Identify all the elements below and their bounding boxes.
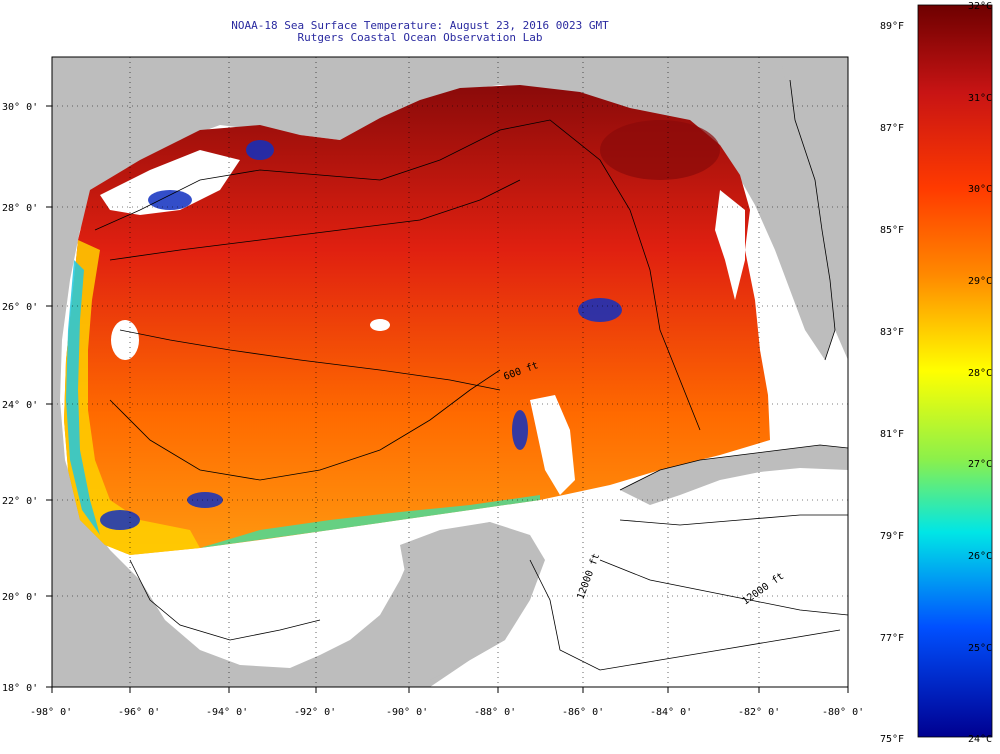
colorbar <box>917 4 993 738</box>
lon-label-80: -80° 0' <box>822 707 864 718</box>
cb-c-29: 29°C <box>968 276 992 287</box>
lon-label-98: -98° 0' <box>30 707 72 718</box>
sst-coldest-fringe <box>66 260 100 535</box>
lon-label-96: -96° 0' <box>118 707 160 718</box>
cb-f-83: 83°F <box>880 327 904 338</box>
longitude-labels: -98° 0' -96° 0' -94° 0' -92° 0' -90° 0' … <box>30 707 864 718</box>
sst-cool-fringe <box>64 240 200 555</box>
cb-f-87: 87°F <box>880 123 904 134</box>
cb-f-77: 77°F <box>880 633 904 644</box>
cb-f-89: 89°F <box>880 21 904 32</box>
gridlines <box>52 57 848 687</box>
coastlines <box>619 79 849 491</box>
lat-label-28: 28° 0' <box>2 203 38 214</box>
sst-south-edge <box>200 495 540 548</box>
cb-c-26: 26°C <box>968 551 992 562</box>
cb-c-30: 30°C <box>968 184 992 195</box>
cold-patches <box>100 140 622 530</box>
sst-hot-patch <box>600 120 720 180</box>
lat-label-18: 18° 0' <box>2 683 38 694</box>
lon-label-92: -92° 0' <box>294 707 336 718</box>
bathymetry-contours <box>94 119 849 671</box>
lat-label-24: 24° 0' <box>2 400 38 411</box>
lon-label-94: -94° 0' <box>206 707 248 718</box>
cb-f-75: 75°F <box>880 734 904 745</box>
colorbar-fahrenheit-labels: 89°F 87°F 85°F 83°F 81°F 79°F 77°F 75°F <box>880 21 904 745</box>
latitude-labels: 30° 0' 28° 0' 26° 0' 24° 0' 22° 0' 20° 0… <box>2 102 38 694</box>
lat-label-20: 20° 0' <box>2 592 38 603</box>
map-title: NOAA-18 Sea Surface Temperature: August … <box>231 19 609 32</box>
lat-label-22: 22° 0' <box>2 496 38 507</box>
lat-label-30: 30° 0' <box>2 102 38 113</box>
land <box>52 57 848 687</box>
land-florida <box>780 57 848 360</box>
cb-c-31: 31°C <box>968 93 992 104</box>
land-yucatan <box>400 522 545 680</box>
colorbar-celsius-labels: 32°C 31°C 30°C 29°C 28°C 27°C 26°C 25°C … <box>968 1 992 745</box>
lat-label-26: 26° 0' <box>2 302 38 313</box>
land-cuba <box>620 445 848 505</box>
cb-c-27: 27°C <box>968 459 992 470</box>
ticks <box>46 105 849 693</box>
plot-frame <box>51 56 849 688</box>
cb-c-28: 28°C <box>968 368 992 379</box>
cloud-gaps <box>100 150 745 495</box>
cb-f-81: 81°F <box>880 429 904 440</box>
cb-c-24: 24°C <box>968 734 992 745</box>
lon-label-86: -86° 0' <box>562 707 604 718</box>
cb-f-79: 79°F <box>880 531 904 542</box>
cb-c-25: 25°C <box>968 643 992 654</box>
lon-label-90: -90° 0' <box>386 707 428 718</box>
lon-label-88: -88° 0' <box>474 707 516 718</box>
cb-c-32: 32°C <box>968 1 992 12</box>
sst-swath <box>64 85 770 555</box>
lon-label-84: -84° 0' <box>650 707 692 718</box>
cb-f-85: 85°F <box>880 225 904 236</box>
lon-label-82: -82° 0' <box>738 707 780 718</box>
map-subtitle: Rutgers Coastal Ocean Observation Lab <box>297 31 543 44</box>
